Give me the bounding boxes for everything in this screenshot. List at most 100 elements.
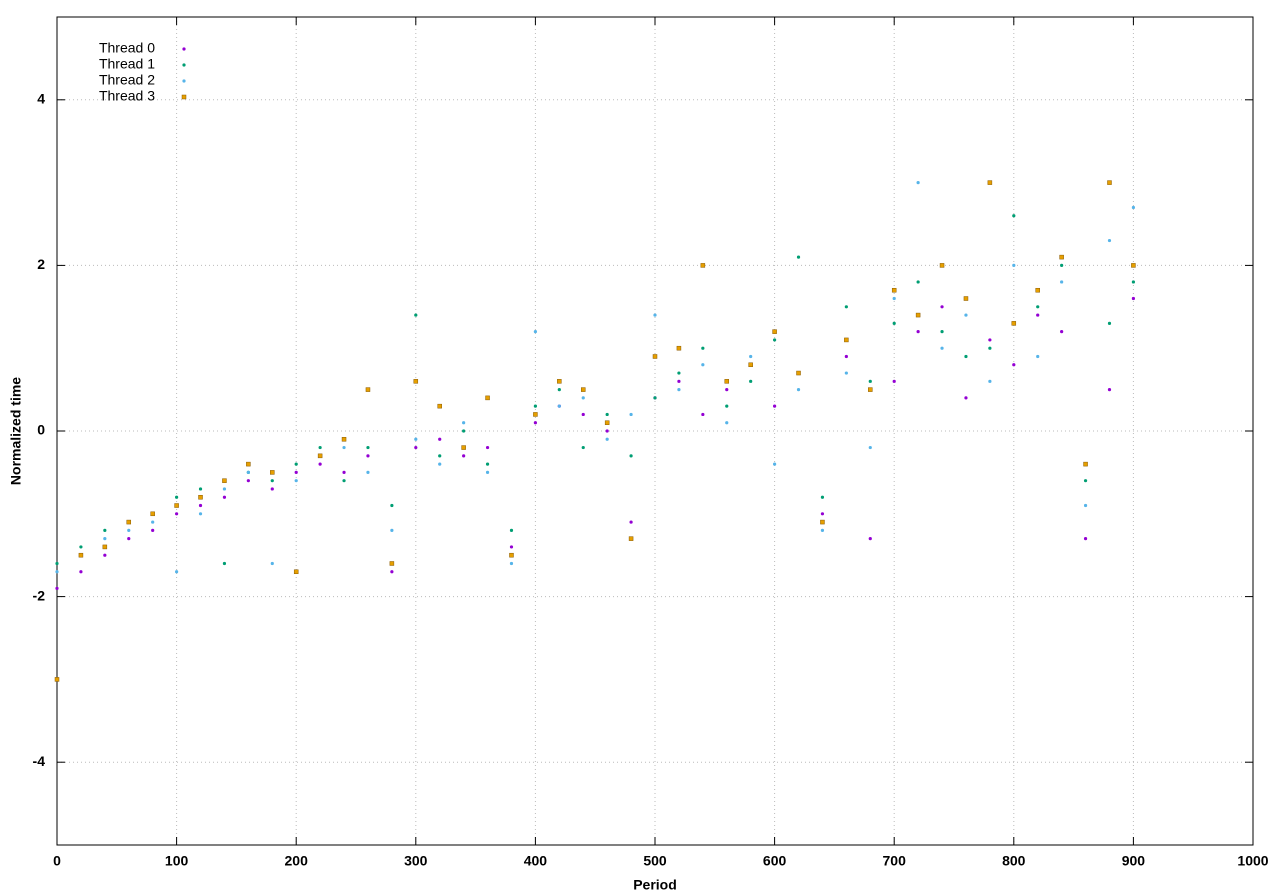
point bbox=[366, 445, 370, 450]
point bbox=[79, 545, 83, 549]
point bbox=[533, 421, 538, 425]
point bbox=[844, 354, 848, 359]
point bbox=[438, 437, 442, 441]
point bbox=[652, 354, 658, 359]
point bbox=[1131, 205, 1135, 210]
point bbox=[748, 362, 753, 368]
point bbox=[773, 404, 777, 408]
point bbox=[1107, 388, 1112, 392]
point bbox=[270, 479, 274, 483]
point bbox=[1059, 254, 1064, 260]
point bbox=[676, 345, 682, 351]
point bbox=[1036, 305, 1040, 309]
point bbox=[964, 396, 968, 400]
y-tick-label: -2 bbox=[33, 587, 46, 603]
point bbox=[892, 379, 896, 383]
point bbox=[892, 321, 896, 325]
point bbox=[318, 445, 322, 450]
x-tick-label: 800 bbox=[1002, 853, 1026, 869]
point bbox=[509, 561, 514, 566]
point bbox=[1036, 313, 1040, 317]
point bbox=[1060, 330, 1064, 334]
point bbox=[151, 520, 155, 524]
point bbox=[964, 354, 968, 359]
point bbox=[55, 586, 59, 590]
x-tick-label: 600 bbox=[763, 853, 787, 869]
point bbox=[749, 379, 753, 383]
point bbox=[677, 388, 681, 392]
point bbox=[318, 462, 322, 466]
y-tick-label: 2 bbox=[37, 256, 45, 272]
point bbox=[988, 346, 992, 350]
point bbox=[844, 337, 849, 343]
x-tick-label: 100 bbox=[165, 853, 189, 869]
legend-marker bbox=[182, 79, 186, 83]
point bbox=[749, 354, 753, 359]
point bbox=[390, 503, 394, 508]
point bbox=[820, 519, 825, 525]
point bbox=[414, 313, 418, 317]
point bbox=[461, 445, 466, 450]
point bbox=[1011, 321, 1017, 326]
plot-frame bbox=[56, 16, 1254, 846]
point bbox=[1131, 280, 1135, 284]
point bbox=[1131, 296, 1135, 301]
point bbox=[915, 312, 921, 318]
point bbox=[677, 371, 681, 375]
point bbox=[796, 255, 801, 259]
point bbox=[462, 429, 466, 433]
point bbox=[581, 396, 585, 400]
point bbox=[1107, 321, 1112, 325]
point bbox=[294, 462, 298, 466]
point bbox=[557, 379, 562, 384]
point bbox=[940, 346, 944, 350]
point bbox=[294, 470, 298, 474]
point bbox=[103, 553, 107, 557]
legend-marker bbox=[182, 47, 186, 51]
point bbox=[939, 263, 945, 268]
point bbox=[485, 445, 490, 450]
legend-marker bbox=[182, 63, 186, 67]
point bbox=[102, 544, 108, 550]
point bbox=[653, 313, 657, 317]
point bbox=[701, 346, 705, 350]
point bbox=[438, 462, 442, 466]
point bbox=[342, 470, 346, 474]
point bbox=[389, 561, 395, 566]
point bbox=[628, 536, 634, 541]
point bbox=[366, 454, 370, 458]
point bbox=[581, 412, 585, 417]
point bbox=[1107, 238, 1112, 243]
point bbox=[701, 412, 705, 417]
point bbox=[293, 569, 299, 575]
point bbox=[414, 445, 418, 450]
point bbox=[485, 462, 490, 466]
point bbox=[533, 330, 538, 334]
point bbox=[222, 478, 227, 483]
point bbox=[222, 495, 227, 499]
point bbox=[1012, 214, 1016, 218]
point bbox=[342, 445, 346, 450]
point bbox=[725, 404, 729, 408]
point bbox=[916, 181, 920, 185]
point bbox=[988, 338, 992, 342]
point bbox=[916, 280, 920, 284]
point bbox=[1060, 280, 1064, 284]
point bbox=[533, 404, 538, 408]
point bbox=[55, 570, 59, 574]
point bbox=[1036, 354, 1040, 359]
point bbox=[294, 479, 298, 483]
point bbox=[270, 561, 274, 566]
point bbox=[509, 545, 514, 549]
x-tick-label: 1000 bbox=[1237, 853, 1268, 869]
point bbox=[773, 462, 777, 466]
point bbox=[701, 363, 705, 367]
point bbox=[175, 495, 179, 499]
point bbox=[916, 330, 920, 334]
point bbox=[581, 445, 585, 450]
y-tick-label: 4 bbox=[37, 91, 45, 107]
point bbox=[509, 552, 514, 558]
point bbox=[1107, 180, 1112, 185]
point bbox=[79, 570, 83, 574]
